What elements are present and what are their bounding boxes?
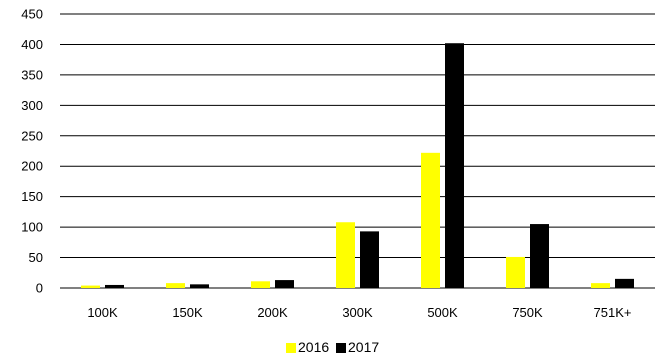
y-tick-label: 100 (21, 220, 43, 235)
y-tick-label: 0 (36, 281, 43, 296)
legend-swatch-2016 (286, 343, 296, 353)
bar-2016-500k (421, 152, 440, 288)
bar-2016-750k (506, 256, 525, 288)
y-axis-ticks: 0 50 100 150 200 250 300 350 400 450 (21, 7, 43, 296)
x-tick-label: 100K (87, 305, 118, 320)
y-tick-label: 200 (21, 159, 43, 174)
bar-2016-751k (591, 283, 610, 288)
x-tick-label: 200K (257, 305, 288, 320)
bar-2017-150k (190, 284, 209, 288)
bar-2016-100k (81, 285, 100, 288)
bar-2017-751k (615, 278, 634, 288)
bar-2017-300k (360, 231, 379, 288)
y-tick-label: 400 (21, 37, 43, 52)
bar-2017-100k (105, 284, 124, 288)
x-tick-label: 300K (342, 305, 373, 320)
x-tick-label: 751K+ (594, 305, 632, 320)
legend-label-2016: 2016 (298, 339, 329, 355)
legend: 2016 2017 (286, 339, 379, 355)
bar-2016-300k (336, 222, 355, 288)
y-tick-label: 150 (21, 189, 43, 204)
bar-2017-200k (275, 280, 294, 288)
legend-label-2017: 2017 (348, 339, 379, 355)
x-tick-label: 150K (172, 305, 203, 320)
y-tick-label: 450 (21, 7, 43, 22)
bars (81, 43, 634, 288)
gridlines (60, 13, 655, 289)
y-tick-label: 350 (21, 67, 43, 82)
bar-2016-200k (251, 281, 270, 288)
bar-2017-500k (445, 43, 464, 288)
x-tick-label: 750K (512, 305, 543, 320)
bar-2017-750k (530, 224, 549, 288)
y-tick-label: 300 (21, 98, 43, 113)
y-tick-label: 50 (29, 250, 43, 265)
x-axis-ticks: 100K 150K 200K 300K 500K 750K 751K+ (87, 305, 631, 320)
x-tick-label: 500K (427, 305, 458, 320)
bar-2016-150k (166, 283, 185, 288)
legend-swatch-2017 (336, 343, 346, 353)
y-tick-label: 250 (21, 128, 43, 143)
